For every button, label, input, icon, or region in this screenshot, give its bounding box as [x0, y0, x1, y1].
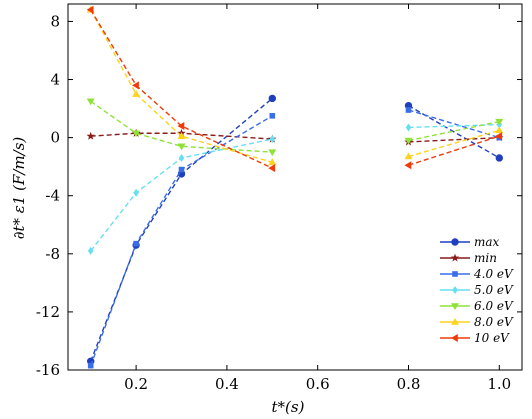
- data-point: [132, 81, 139, 90]
- data-point: [177, 122, 185, 130]
- y-tick-label: 4: [50, 71, 60, 89]
- data-point: [86, 98, 95, 106]
- data-point: [495, 126, 504, 134]
- y-tick-label: -4: [45, 187, 60, 205]
- series-8-0-ev: [86, 5, 504, 166]
- series-line: [408, 136, 500, 143]
- series-line: [408, 123, 500, 129]
- series-4-0-ev: [87, 107, 503, 369]
- series-line: [408, 105, 500, 159]
- legend-label: 5.0 eV: [474, 283, 514, 297]
- x-tick-label: 0.2: [124, 375, 148, 393]
- legend-item: 6.0 eV: [440, 299, 514, 313]
- legend-item: 5.0 eV: [440, 283, 514, 297]
- series-line: [90, 115, 273, 366]
- data-point: [133, 240, 139, 247]
- legend: max min 4.0 eV 5.0 eV 6.0 eV 8.0 eV 10 eV: [440, 235, 514, 345]
- legend-label: max: [474, 235, 500, 249]
- data-point: [177, 143, 186, 151]
- plot-frame: [67, 3, 523, 371]
- series-line: [90, 9, 273, 169]
- data-point: [177, 132, 186, 139]
- legend-item: 4.0 eV: [440, 267, 514, 281]
- data-point: [451, 238, 459, 246]
- data-point: [133, 188, 139, 197]
- data-point: [269, 135, 276, 144]
- series-line: [90, 9, 273, 163]
- data-point: [87, 246, 94, 255]
- data-point: [268, 158, 277, 166]
- data-point: [405, 123, 412, 132]
- series-line: [408, 129, 500, 158]
- y-tick-label: -12: [36, 303, 60, 321]
- legend-label: 10 eV: [474, 331, 510, 345]
- series-line: [90, 132, 273, 140]
- data-point: [269, 113, 276, 119]
- data-point: [451, 318, 459, 325]
- legend-label: 8.0 eV: [474, 315, 514, 329]
- data-point: [268, 164, 276, 173]
- data-point: [404, 161, 412, 170]
- legend-item: 10 eV: [440, 331, 510, 345]
- series-5-0-ev: [87, 120, 503, 255]
- axes: 0.2 0.4 0.6 0.8 1.0 -16 -12 -8 -4 0 4 8: [36, 3, 523, 393]
- legend-item: min: [440, 251, 497, 265]
- y-tick-label: -16: [36, 361, 60, 379]
- legend-label: 6.0 eV: [474, 299, 514, 313]
- data-point: [86, 131, 95, 140]
- data-point: [404, 137, 413, 145]
- x-tick-label: 0.6: [306, 375, 330, 393]
- data-point: [178, 166, 185, 173]
- data-point: [404, 152, 413, 160]
- legend-item: max: [440, 235, 500, 249]
- data-point: [495, 154, 503, 162]
- y-tick-label: 8: [50, 12, 60, 30]
- data-point: [178, 153, 185, 162]
- data-point: [405, 107, 412, 113]
- data-point: [268, 149, 277, 157]
- y-axis-title: ∂t* ε1 (F/m/s): [10, 137, 28, 240]
- x-tick-label: 1.0: [487, 375, 511, 393]
- data-point: [495, 132, 503, 141]
- data-point: [451, 303, 459, 310]
- y-tick-label: -8: [45, 245, 60, 263]
- x-tick-label: 0.4: [215, 375, 239, 393]
- series-min: [86, 128, 504, 146]
- y-tick-label: 0: [50, 129, 60, 147]
- data-point: [452, 286, 458, 294]
- x-tick-label: 0.8: [397, 375, 421, 393]
- data-point: [86, 5, 94, 14]
- series-max: [87, 94, 503, 365]
- data-point: [87, 362, 94, 369]
- data-point: [450, 253, 460, 262]
- legend-item: 8.0 eV: [440, 315, 514, 329]
- data-point: [132, 90, 141, 97]
- data-point: [451, 334, 458, 342]
- legend-label: min: [474, 251, 497, 265]
- series-10-ev: [86, 5, 503, 173]
- data-point: [132, 130, 141, 138]
- data-point: [495, 118, 504, 126]
- data-point: [452, 271, 458, 277]
- x-axis-title: t*(s): [272, 398, 305, 416]
- series-layer: [86, 5, 504, 369]
- legend-label: 4.0 eV: [473, 267, 514, 281]
- data-point: [268, 94, 276, 103]
